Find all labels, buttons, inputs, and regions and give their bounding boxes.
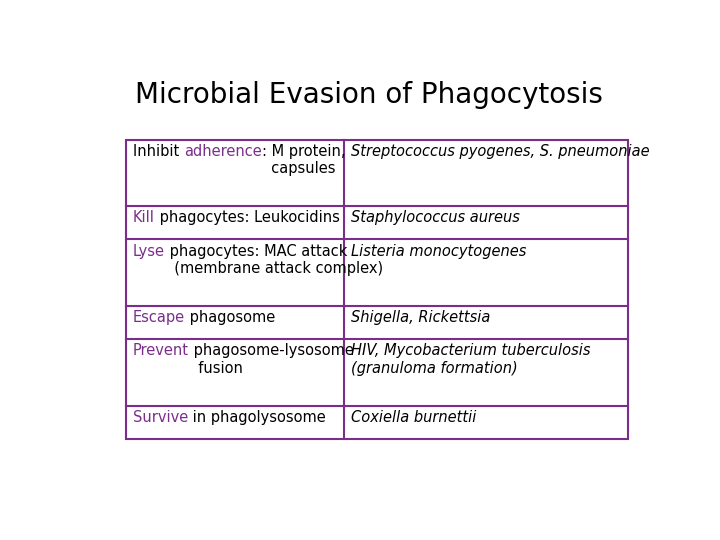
Text: Lyse: Lyse <box>133 244 165 259</box>
Text: Staphylococcus aureus: Staphylococcus aureus <box>351 211 519 225</box>
Text: Prevent: Prevent <box>133 343 189 359</box>
Text: HIV, Mycobacterium tuberculosis
(granuloma formation): HIV, Mycobacterium tuberculosis (granulo… <box>351 343 590 376</box>
Text: phagocytes: Leukocidins: phagocytes: Leukocidins <box>155 211 340 225</box>
Text: Escape: Escape <box>133 310 185 325</box>
Text: phagosome-lysosome
  fusion: phagosome-lysosome fusion <box>189 343 354 376</box>
Text: phagocytes: MAC attack
  (membrane attack complex): phagocytes: MAC attack (membrane attack … <box>165 244 383 276</box>
Text: Listeria monocytogenes: Listeria monocytogenes <box>351 244 526 259</box>
Text: Survive: Survive <box>133 410 188 425</box>
Text: Coxiella burnettii: Coxiella burnettii <box>351 410 476 425</box>
Text: Microbial Evasion of Phagocytosis: Microbial Evasion of Phagocytosis <box>135 82 603 110</box>
Text: : M protein,
  capsules: : M protein, capsules <box>261 144 345 176</box>
Text: Kill: Kill <box>133 211 155 225</box>
Text: Shigella, Rickettsia: Shigella, Rickettsia <box>351 310 490 325</box>
Text: Streptococcus pyogenes, S. pneumoniae: Streptococcus pyogenes, S. pneumoniae <box>351 144 649 159</box>
Text: Inhibit: Inhibit <box>133 144 184 159</box>
Text: in phagolysosome: in phagolysosome <box>188 410 326 425</box>
Text: phagosome: phagosome <box>185 310 275 325</box>
Text: adherence: adherence <box>184 144 261 159</box>
